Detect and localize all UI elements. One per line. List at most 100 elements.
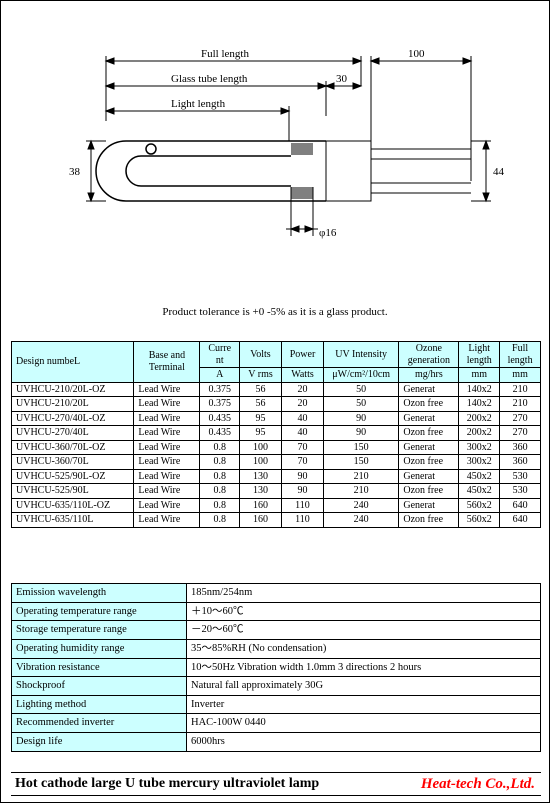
table-cell: 20	[282, 397, 324, 412]
table-cell: 130	[240, 469, 282, 484]
spec-label: Vibration resistance	[12, 658, 187, 677]
table-row: UVHCU-210/20LLead Wire0.375562050Ozon fr…	[12, 397, 541, 412]
spec-row: Operating humidity range35～85%RH (No con…	[12, 639, 541, 658]
table-cell: 100	[240, 455, 282, 470]
table-row: UVHCU-210/20L-OZLead Wire0.375562050Gene…	[12, 382, 541, 397]
lamp-diagram: Full length Glass tube length Light leng…	[31, 41, 521, 261]
table-row: UVHCU-635/110L-OZLead Wire0.8160110240Ge…	[12, 498, 541, 513]
col-header: Power	[282, 342, 324, 368]
table-cell: 210	[500, 397, 541, 412]
table-cell: 56	[240, 382, 282, 397]
dim-100: 100	[408, 48, 425, 60]
spec-value: HAC-100W 0440	[187, 714, 541, 733]
table-cell: 95	[240, 426, 282, 441]
brand: Heat-tech Co.,Ltd.	[421, 776, 541, 793]
table-cell: 360	[500, 455, 541, 470]
table-cell: Ozon free	[399, 426, 459, 441]
table-cell: 0.8	[200, 469, 240, 484]
table-cell: 95	[240, 411, 282, 426]
col-unit: Watts	[282, 368, 324, 383]
spec-row: Lighting methodInverter	[12, 695, 541, 714]
full-length-label: Full length	[201, 48, 249, 60]
table-cell: 450x2	[459, 484, 500, 499]
spec-row: Emission wavelength185nm/254nm	[12, 584, 541, 603]
dim-phi16: φ16	[319, 227, 337, 239]
table-row: UVHCU-360/70L-OZLead Wire0.810070150Gene…	[12, 440, 541, 455]
table-cell: 40	[282, 411, 324, 426]
table-cell: Lead Wire	[134, 484, 200, 499]
table-cell: 50	[324, 382, 399, 397]
table-cell: Lead Wire	[134, 397, 200, 412]
spec-row: Storage temperature range－20～60℃	[12, 621, 541, 640]
table-cell: UVHCU-360/70L	[12, 455, 134, 470]
table-cell: UVHCU-635/110L-OZ	[12, 498, 134, 513]
col-header: Fulllength	[500, 342, 541, 368]
spec-row: Design life6000hrs	[12, 733, 541, 752]
table-cell: 560x2	[459, 513, 500, 528]
col-header: Lightlength	[459, 342, 500, 368]
table-cell: 210	[324, 469, 399, 484]
spec-value: 185nm/254nm	[187, 584, 541, 603]
spec-value: 10～50Hz Vibration width 1.0mm 3 directio…	[187, 658, 541, 677]
table-row: UVHCU-360/70LLead Wire0.810070150Ozon fr…	[12, 455, 541, 470]
col-header: Ozonegeneration	[399, 342, 459, 368]
col-unit: mm	[459, 368, 500, 383]
col-header: Base andTerminal	[134, 342, 200, 383]
dim-38: 38	[69, 166, 81, 178]
table-cell: 640	[500, 498, 541, 513]
table-cell: 130	[240, 484, 282, 499]
table-cell: 530	[500, 469, 541, 484]
table-cell: 0.435	[200, 426, 240, 441]
table-cell: Generat	[399, 469, 459, 484]
product-table: Design numbeLBase andTerminalCurrentVolt…	[11, 341, 541, 528]
table-cell: 0.8	[200, 440, 240, 455]
spec-value: Inverter	[187, 695, 541, 714]
table-cell: 140x2	[459, 397, 500, 412]
table-cell: 140x2	[459, 382, 500, 397]
table-cell: UVHCU-635/110L	[12, 513, 134, 528]
table-cell: Generat	[399, 382, 459, 397]
table-cell: 90	[324, 411, 399, 426]
table-cell: 100	[240, 440, 282, 455]
spec-value: 6000hrs	[187, 733, 541, 752]
table-cell: 0.375	[200, 382, 240, 397]
table-cell: 110	[282, 513, 324, 528]
spec-label: Operating temperature range	[12, 602, 187, 621]
table-cell: 530	[500, 484, 541, 499]
table-cell: 0.8	[200, 455, 240, 470]
table-cell: Lead Wire	[134, 513, 200, 528]
col-unit: mm	[500, 368, 541, 383]
dim-44: 44	[493, 166, 505, 178]
col-unit: mg/hrs	[399, 368, 459, 383]
table-cell: Lead Wire	[134, 382, 200, 397]
col-unit: V rms	[240, 368, 282, 383]
footer-title: Hot cathode large U tube mercury ultravi…	[11, 776, 421, 792]
light-length-label: Light length	[171, 98, 226, 110]
table-cell: 90	[282, 469, 324, 484]
spec-label: Operating humidity range	[12, 639, 187, 658]
table-cell: Generat	[399, 440, 459, 455]
table-cell: Ozon free	[399, 397, 459, 412]
table-cell: 300x2	[459, 440, 500, 455]
table-cell: Lead Wire	[134, 440, 200, 455]
table-cell: UVHCU-525/90L	[12, 484, 134, 499]
spec-label: Storage temperature range	[12, 621, 187, 640]
table-cell: 270	[500, 411, 541, 426]
spec-value: 35～85%RH (No condensation)	[187, 639, 541, 658]
spec-label: Recommended inverter	[12, 714, 187, 733]
table-cell: 560x2	[459, 498, 500, 513]
table-cell: 0.8	[200, 513, 240, 528]
table-cell: UVHCU-270/40L-OZ	[12, 411, 134, 426]
spec-row: ShockproofNatural fall approximately 30G	[12, 677, 541, 696]
table-cell: UVHCU-270/40L	[12, 426, 134, 441]
table-cell: 90	[324, 426, 399, 441]
col-header: Volts	[240, 342, 282, 368]
table-row: UVHCU-525/90L-OZLead Wire0.813090210Gene…	[12, 469, 541, 484]
spec-label: Emission wavelength	[12, 584, 187, 603]
table-cell: 70	[282, 455, 324, 470]
table-cell: 300x2	[459, 455, 500, 470]
table-cell: 90	[282, 484, 324, 499]
table-row: UVHCU-270/40LLead Wire0.435954090Ozon fr…	[12, 426, 541, 441]
table-cell: Generat	[399, 498, 459, 513]
spec-table: Emission wavelength185nm/254nmOperating …	[11, 583, 541, 752]
